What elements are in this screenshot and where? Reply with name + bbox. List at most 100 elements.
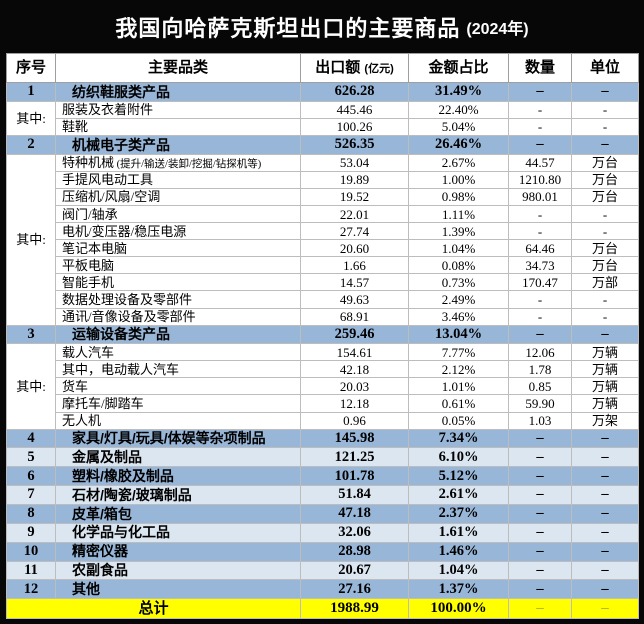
export-value-cell: 154.61	[300, 343, 409, 362]
title-year: (2024年)	[466, 20, 529, 38]
unit-value-cell: -	[571, 307, 639, 326]
unit-value-cell: -	[571, 117, 639, 136]
unit-value-cell: 万台	[571, 153, 639, 173]
table-row: 其中: 特种机械 (提升/输送/装卸/挖掘/钻探机等) 53.04 2.67% 44.5…	[6, 153, 639, 326]
table-row: 通讯/音像设备及零部件 68.91 3.46% - -	[7, 307, 639, 326]
col-header-export-unit: (亿元)	[364, 63, 394, 76]
category-name-cell: 化学品与化工品	[55, 522, 301, 543]
table-row: 4 家具/灯具/玩具/体娱等杂项制品 145.98 7.34% – –	[6, 428, 639, 449]
table-row: 其中，电动载人汽车 42.18 2.12% 1.78 万辆	[7, 360, 639, 379]
unit-value-cell: –	[571, 503, 639, 524]
qty-value-cell: –	[508, 579, 572, 600]
seq-merged-cell: 其中:	[6, 153, 56, 326]
unit-value-cell: -	[571, 205, 639, 224]
category-name-cell: 金属及制品	[55, 447, 301, 468]
category-name-cell: 鞋靴	[55, 117, 301, 136]
unit-value-cell: 万辆	[571, 343, 639, 362]
unit-value-cell: –	[571, 522, 639, 543]
table-row: 12 其他 27.16 1.37% – –	[6, 579, 639, 600]
unit-value-cell: –	[571, 82, 639, 102]
share-value-cell: 1.11%	[408, 205, 509, 224]
category-name-cell: 石材/陶瓷/玻璃制品	[55, 485, 301, 505]
seq-cell: 1	[6, 82, 56, 102]
share-value-cell: 1.37%	[408, 579, 509, 600]
unit-value-cell: –	[571, 541, 639, 562]
share-value-cell: 2.37%	[408, 503, 509, 524]
export-value-cell: 68.91	[300, 307, 409, 326]
category-name-cell: 其中，电动载人汽车	[55, 360, 301, 379]
col-header-share: 金额占比	[408, 53, 509, 83]
unit-value-cell: -	[571, 222, 639, 241]
col-header-qty: 数量	[508, 53, 572, 83]
export-value-cell: 259.46	[300, 324, 409, 345]
table-row: 8 皮革/箱包 47.18 2.37% – –	[6, 503, 639, 524]
share-value-cell: 5.04%	[408, 117, 509, 136]
category-name-cell: 智能手机	[55, 273, 301, 292]
share-value-cell: 2.67%	[408, 153, 509, 173]
col-header-export-label: 出口额	[315, 59, 361, 77]
export-value-cell: 32.06	[300, 522, 409, 543]
export-value-cell: 12.18	[300, 394, 409, 413]
category-name-cell: 笔记本电脑	[55, 239, 301, 258]
qty-value-cell: –	[508, 598, 572, 619]
unit-value-cell: –	[571, 466, 639, 487]
exports-table: 序号 主要品类 出口额 (亿元) 金额占比 数量 单位 1 纺织鞋服类产品 626.…	[6, 53, 639, 619]
title-text: 我国向哈萨克斯坦出口的主要商品	[115, 15, 461, 41]
table-row: 5 金属及制品 121.25 6.10% – –	[6, 447, 639, 468]
seq-cell: 9	[6, 522, 56, 543]
unit-value-cell: 万台	[571, 256, 639, 275]
table-row: 阀门/轴承 22.01 1.11% - -	[7, 205, 639, 224]
share-value-cell: 0.73%	[408, 273, 509, 292]
unit-value-cell: –	[571, 579, 639, 600]
category-name-cell: 特种机械 (提升/输送/装卸/挖掘/钻探机等)	[55, 153, 301, 173]
export-value-cell: 121.25	[300, 447, 409, 468]
export-value-cell: 526.35	[300, 134, 409, 155]
unit-value-cell: 万辆	[571, 394, 639, 413]
qty-value-cell: 170.47	[508, 273, 572, 292]
col-header-unit: 单位	[571, 53, 639, 83]
export-value-cell: 42.18	[300, 360, 409, 379]
unit-value-cell: 万台	[571, 171, 639, 190]
table-row: 2 机械电子类产品 526.35 26.46% – –	[6, 134, 639, 155]
share-value-cell: 5.12%	[408, 466, 509, 487]
qty-value-cell: 34.73	[508, 256, 572, 275]
qty-value-cell: –	[508, 541, 572, 562]
export-value-cell: 51.84	[300, 485, 409, 505]
share-value-cell: 1.46%	[408, 541, 509, 562]
table-row: 无人机 0.96 0.05% 1.03 万架	[7, 411, 639, 430]
unit-value-cell: 万部	[571, 273, 639, 292]
share-value-cell: 31.49%	[408, 82, 509, 102]
table-row: 鞋靴 100.26 5.04% - -	[7, 117, 639, 136]
share-value-cell: 100.00%	[408, 598, 509, 619]
table-row: 手提风电动工具 19.89 1.00% 1210.80 万台	[7, 171, 639, 190]
total-row: 总计 1988.99 100.00% – –	[6, 598, 639, 619]
table-row: 数据处理设备及零部件 49.63 2.49% - -	[7, 290, 639, 309]
category-name-note: (提升/输送/装卸/挖掘/钻探机等)	[114, 159, 262, 170]
qty-value-cell: 980.01	[508, 188, 572, 207]
seq-cell: 7	[6, 485, 56, 505]
col-header-export: 出口额 (亿元)	[300, 53, 409, 83]
unit-value-cell: 万架	[571, 411, 639, 430]
category-name-cell: 运输设备类产品	[55, 324, 301, 345]
unit-value-cell: 万辆	[571, 377, 639, 396]
table-row: 货车 20.03 1.01% 0.85 万辆	[7, 377, 639, 396]
page-title: 我国向哈萨克斯坦出口的主要商品 (2024年)	[0, 0, 644, 53]
share-value-cell: 7.34%	[408, 428, 509, 449]
seq-merged-cell: 其中:	[6, 100, 56, 136]
seq-cell: 3	[6, 324, 56, 345]
category-name-cell: 塑料/橡胶及制品	[55, 466, 301, 487]
unit-value-cell: –	[571, 485, 639, 505]
qty-value-cell: -	[508, 222, 572, 241]
table-row: 7 石材/陶瓷/玻璃制品 51.84 2.61% – –	[6, 485, 639, 505]
table-row: 电机/变压器/稳压电源 27.74 1.39% - -	[7, 222, 639, 241]
seq-cell: 12	[6, 579, 56, 600]
export-value-cell: 19.89	[300, 171, 409, 190]
category-name-cell: 平板电脑	[55, 256, 301, 275]
export-value-cell: 27.16	[300, 579, 409, 600]
table-row: 压缩机/风扇/空调 19.52 0.98% 980.01 万台	[7, 188, 639, 207]
category-name-cell: 货车	[55, 377, 301, 396]
export-value-cell: 20.60	[300, 239, 409, 258]
qty-value-cell: 1210.80	[508, 171, 572, 190]
export-value-cell: 145.98	[300, 428, 409, 449]
seq-merged-cell: 其中:	[6, 343, 56, 430]
